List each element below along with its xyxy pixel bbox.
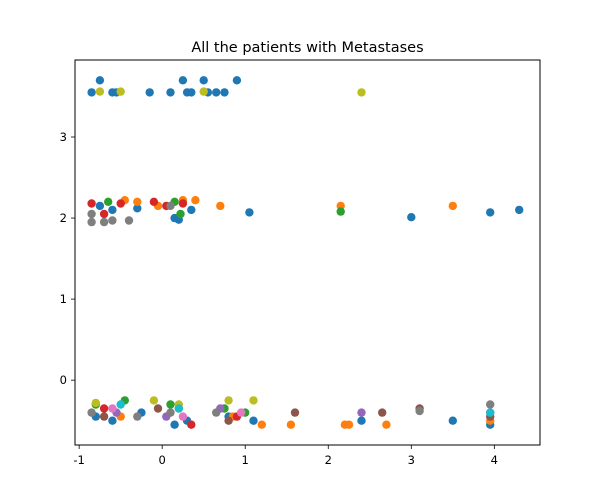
axis-ticks: -1 0 1 2 3 4 0 1 2 3 <box>60 130 498 467</box>
data-point <box>286 420 296 429</box>
data-point <box>357 416 366 425</box>
data-point <box>515 205 524 215</box>
data-point <box>178 412 188 421</box>
chart-title: All the patients with Metastases <box>191 40 423 56</box>
data-point <box>216 201 225 211</box>
data-point <box>220 88 229 97</box>
data-point <box>257 420 266 429</box>
data-point <box>108 416 117 425</box>
x-tick-label: 0 <box>159 453 166 467</box>
x-tick-label: 2 <box>325 453 332 467</box>
y-tick-label: 2 <box>60 211 67 225</box>
x-tick-label: 3 <box>408 453 415 467</box>
data-point <box>344 420 354 429</box>
data-point <box>95 201 105 211</box>
data-point <box>199 87 208 96</box>
y-tick-label: 3 <box>60 130 67 144</box>
data-point <box>187 88 196 97</box>
data-point <box>104 197 113 206</box>
x-tick-label: 1 <box>242 453 249 467</box>
data-point <box>91 398 101 408</box>
data-point <box>212 88 221 97</box>
y-tick-label: 1 <box>60 292 67 306</box>
data-point <box>249 416 258 425</box>
y-tick-label: 0 <box>60 373 67 387</box>
data-point <box>95 87 105 96</box>
data-point <box>486 208 495 217</box>
data-point <box>133 197 142 206</box>
x-tick-label: 4 <box>491 453 498 467</box>
data-point <box>290 408 300 417</box>
data-point <box>486 400 495 409</box>
data-points <box>87 76 524 429</box>
data-point <box>178 199 188 208</box>
data-point <box>166 88 175 97</box>
data-point <box>149 197 159 206</box>
data-point <box>99 412 109 421</box>
plot-area <box>75 60 540 445</box>
data-point <box>187 420 196 429</box>
data-point <box>448 201 457 211</box>
data-point <box>99 404 109 413</box>
data-point <box>133 412 142 421</box>
data-point <box>378 408 387 417</box>
data-point <box>87 88 96 97</box>
data-point <box>486 408 495 417</box>
plot-frame <box>74 59 541 446</box>
data-point <box>176 209 185 219</box>
data-point <box>174 404 183 413</box>
data-point <box>224 396 233 405</box>
data-point <box>116 199 125 208</box>
data-point <box>178 76 188 85</box>
data-point <box>232 76 242 85</box>
data-point <box>108 216 117 225</box>
data-point <box>187 205 196 215</box>
data-point <box>249 396 258 405</box>
data-point <box>407 213 416 222</box>
data-point <box>87 209 96 219</box>
data-point <box>224 416 233 425</box>
data-point <box>95 76 105 85</box>
data-point <box>153 404 163 413</box>
data-point <box>87 199 96 208</box>
data-point <box>124 216 134 225</box>
data-point <box>166 201 175 211</box>
data-point <box>191 196 200 205</box>
data-point <box>199 76 208 85</box>
data-point <box>116 400 125 409</box>
data-point <box>415 406 424 416</box>
data-point <box>166 408 175 417</box>
data-point <box>99 209 109 219</box>
data-point <box>170 420 179 429</box>
data-point <box>336 207 345 216</box>
data-point <box>87 217 96 227</box>
data-point <box>166 400 175 409</box>
data-point <box>108 404 117 413</box>
data-point <box>149 396 159 405</box>
x-tick-label: -1 <box>73 453 84 467</box>
data-point <box>245 208 254 217</box>
data-point <box>133 204 142 213</box>
data-point <box>448 416 457 425</box>
data-point <box>145 88 154 97</box>
data-point <box>108 205 117 215</box>
data-point <box>116 87 125 96</box>
data-point <box>212 408 221 417</box>
data-point <box>99 217 109 227</box>
data-point <box>382 420 391 429</box>
data-point <box>357 408 366 417</box>
data-point <box>236 408 246 417</box>
data-point <box>87 408 96 417</box>
data-point <box>357 88 366 97</box>
